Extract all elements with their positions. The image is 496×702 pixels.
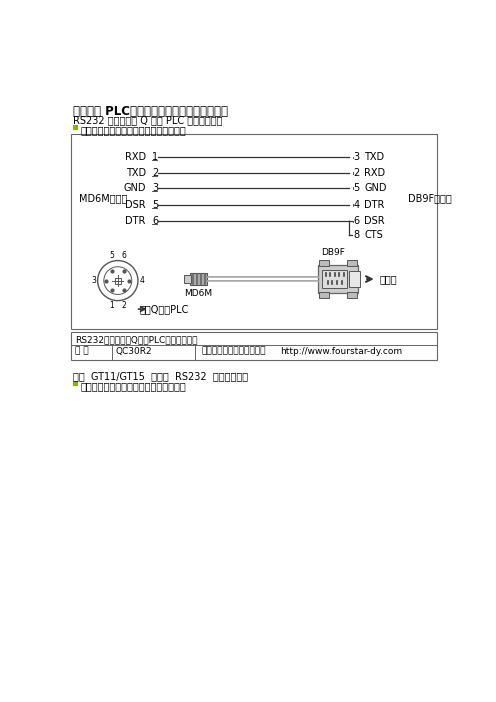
Text: 4: 4 <box>353 200 360 210</box>
Text: DB9F（孔）: DB9F（孔） <box>408 193 451 203</box>
Text: 德阳四星电子技术开发中心: 德阳四星电子技术开发中心 <box>201 347 266 356</box>
Text: MD6M: MD6M <box>185 289 212 298</box>
Text: 3: 3 <box>353 152 360 162</box>
Text: RXD: RXD <box>364 168 385 178</box>
Text: 5: 5 <box>152 200 158 210</box>
Text: 此主题相关图片如下，点击图片看大图：: 此主题相关图片如下，点击图片看大图： <box>80 380 186 391</box>
Text: 3: 3 <box>152 183 158 193</box>
Text: GND: GND <box>364 183 387 193</box>
Text: http://www.fourstar-dy.com: http://www.fourstar-dy.com <box>281 347 403 356</box>
Text: TXD: TXD <box>125 168 146 178</box>
Bar <box>71 133 437 329</box>
Text: RXD: RXD <box>124 152 146 162</box>
Text: 4: 4 <box>139 276 144 285</box>
Bar <box>115 277 121 284</box>
Bar <box>190 273 207 285</box>
Bar <box>73 125 78 131</box>
Text: 2: 2 <box>122 301 126 310</box>
Text: DSR: DSR <box>125 200 146 210</box>
Bar <box>349 272 360 286</box>
Bar <box>71 332 437 360</box>
Text: QC30R2: QC30R2 <box>116 347 152 356</box>
Bar <box>319 260 328 266</box>
Text: DB9F: DB9F <box>321 249 345 258</box>
Bar <box>318 265 358 293</box>
Bar <box>73 380 78 386</box>
Bar <box>184 275 191 283</box>
Text: 5: 5 <box>353 183 360 193</box>
Text: 计算机: 计算机 <box>380 274 397 284</box>
Text: DTR: DTR <box>364 200 384 210</box>
Text: 6: 6 <box>122 251 126 260</box>
Text: 1: 1 <box>152 152 158 162</box>
Text: 三菱系列 PLC、触摸屏等工控电缆的制作图纸: 三菱系列 PLC、触摸屏等工控电缆的制作图纸 <box>73 105 228 118</box>
Bar <box>347 260 357 266</box>
Bar <box>347 292 357 298</box>
Text: DTR: DTR <box>125 216 146 226</box>
Text: 6: 6 <box>353 216 360 226</box>
Text: 2: 2 <box>353 168 360 178</box>
Text: GND: GND <box>123 183 146 193</box>
Text: RS232 接口的三菱 Q 系列 PLC 编程通讯电缆: RS232 接口的三菱 Q 系列 PLC 编程通讯电缆 <box>73 115 222 125</box>
Text: 三菱Q系列PLC: 三菱Q系列PLC <box>139 304 189 314</box>
Text: CTS: CTS <box>364 230 383 240</box>
Text: 6: 6 <box>152 216 158 226</box>
Text: 2: 2 <box>152 168 158 178</box>
Text: 型 号: 型 号 <box>75 347 89 356</box>
Text: 1: 1 <box>109 301 114 310</box>
Text: TXD: TXD <box>364 152 384 162</box>
Bar <box>322 270 347 289</box>
Bar <box>319 292 328 298</box>
Text: 3: 3 <box>91 276 96 285</box>
Text: RS232接口的三菱Q系列PLC编程通讯电缆: RS232接口的三菱Q系列PLC编程通讯电缆 <box>75 336 198 344</box>
Text: 5: 5 <box>109 251 114 260</box>
Text: 此主题相关图片如下，点击图片看大图：: 此主题相关图片如下，点击图片看大图： <box>80 125 186 135</box>
Text: MD6M（针）: MD6M（针） <box>79 193 127 203</box>
Text: DSR: DSR <box>364 216 385 226</box>
Text: 8: 8 <box>353 230 360 240</box>
Text: 三菱  GT11/GT15  触摸屏  RS232  串口编程电缆: 三菱 GT11/GT15 触摸屏 RS232 串口编程电缆 <box>73 371 248 380</box>
